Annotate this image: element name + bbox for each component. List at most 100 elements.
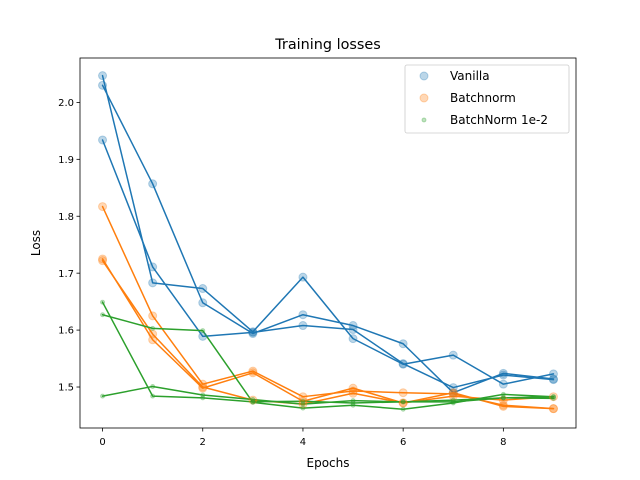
data-point [98,135,108,145]
data-point [98,256,108,266]
data-point [248,329,258,339]
data-point [550,394,556,400]
data-point [248,395,258,405]
data-point [450,397,456,403]
x-tick-label: 6 [400,437,406,448]
data-point [300,405,306,411]
data-point [150,383,156,389]
data-point [248,368,258,378]
data-point [548,392,558,402]
data-point [98,80,108,90]
data-point [100,393,106,399]
series-line-0-2 [101,139,555,389]
legend-marker [421,117,427,123]
data-point [548,374,558,384]
series-line-2-1 [101,313,555,410]
data-point [498,395,508,405]
data-point [250,397,256,403]
y-tick-label: 2.0 [58,98,74,109]
data-point [500,391,506,397]
data-point [198,284,208,294]
data-point [350,402,356,408]
data-point [300,398,306,404]
data-point [150,325,156,331]
data-point [200,395,206,401]
data-point [348,383,358,393]
x-axis: 0 2 4 6 8 [99,428,507,448]
y-tick-label: 1.6 [58,326,74,337]
data-point [98,71,108,81]
data-point [198,331,208,341]
data-point [398,359,408,369]
x-axis-label: Epochs [307,456,350,470]
y-tick-label: 1.9 [58,155,74,166]
series-line-0-0 [101,74,555,385]
series-line-0-1 [101,84,555,394]
data-point [548,375,558,385]
data-point [148,179,158,189]
x-tick-label: 8 [500,437,506,448]
data-point [550,394,556,400]
x-tick-label: 4 [300,437,306,448]
data-point [400,399,406,405]
data-point [500,395,506,401]
x-tick-label: 0 [99,437,105,448]
series-line-2-2 [101,385,555,405]
data-point [448,383,458,393]
data-point [400,399,406,405]
data-point [548,404,558,414]
data-point [298,272,308,282]
legend-marker [419,71,429,81]
data-point [250,399,256,405]
data-point [498,368,508,378]
legend-label: Vanilla [450,69,490,83]
data-point [498,370,508,380]
data-point [198,298,208,308]
data-point [448,391,458,401]
data-point [350,398,356,404]
data-point [548,369,558,379]
data-point [198,382,208,392]
data-point [348,386,358,396]
legend-box [404,64,570,134]
y-tick-label: 1.5 [58,383,74,394]
data-point [448,388,458,398]
data-point [300,401,306,407]
data-point [298,321,308,331]
data-point [198,383,208,393]
data-point [248,327,258,337]
chart-title: Training losses [274,37,381,53]
data-point [148,278,158,288]
data-point [298,399,308,409]
data-point [148,311,158,321]
data-point [100,312,106,318]
data-point [448,389,458,399]
data-point [498,379,508,389]
data-point [200,328,206,334]
y-tick-label: 1.7 [58,269,74,280]
data-point [148,329,158,339]
legend-marker [419,93,429,103]
data-point [498,401,508,411]
data-point [348,321,358,331]
data-point [348,334,358,344]
plot-frame [79,57,577,429]
legend: Vanilla Batchnorm BatchNorm 1e-2 [404,64,570,134]
data-point [248,327,258,337]
data-point [398,398,408,408]
data-point [100,299,106,305]
y-tick-label: 1.8 [58,212,74,223]
data-point [548,404,558,414]
data-point [250,399,256,405]
data-point [148,262,158,272]
data-point [398,359,408,369]
x-tick-label: 2 [200,437,206,448]
y-axis: 1.5 1.6 1.7 1.8 1.9 2.0 [58,98,80,394]
data-point [348,325,358,335]
data-point [298,396,308,406]
data-point [450,400,456,406]
data-point [498,400,508,410]
data-point [248,366,258,376]
series-lines [101,74,555,410]
